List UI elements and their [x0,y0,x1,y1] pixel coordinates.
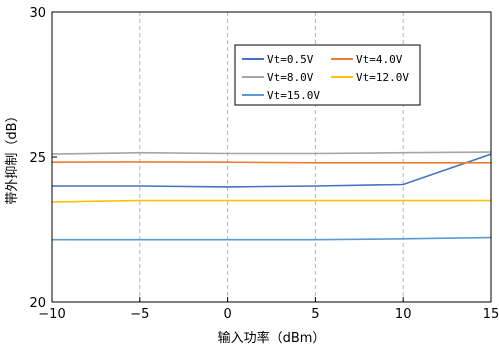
legend: Vt=0.5V Vt=4.0V Vt=8.0V Vt=12.0V Vt=15.0V [234,44,421,106]
series-line [51,161,491,164]
legend-label: Vt=12.0V [356,71,409,84]
legend-label: Vt=8.0V [267,71,314,84]
x-tick-label: 15 [483,307,499,322]
x-axis-title: 输入功率（dBm） [218,330,326,346]
x-tick-labels: −10 −5 0 5 10 15 [38,307,499,322]
x-gridlines [139,12,404,302]
y-tick-label: 20 [29,296,46,311]
y-tick-labels: 20 25 30 [29,6,46,311]
legend-label: Vt=4.0V [356,53,403,66]
x-tick-label: 0 [223,307,231,322]
legend-box [234,44,421,106]
y-tick-label: 25 [29,151,46,166]
y-axis-title: 带外抑制（dB） [5,109,20,204]
series-line [52,153,492,188]
x-tick-label: −5 [130,307,149,322]
legend-label: Vt=0.5V [267,53,314,66]
series-lines [51,151,492,241]
legend-label: Vt=15.0V [267,89,320,102]
series-line [52,236,492,241]
x-tick-label: 5 [311,307,319,322]
x-tick-label: 10 [395,307,412,322]
series-line [51,151,492,155]
y-tick-label: 30 [29,6,46,21]
x-tick-label: −10 [38,307,65,322]
axis-ticks [51,11,492,303]
series-line [51,199,491,203]
